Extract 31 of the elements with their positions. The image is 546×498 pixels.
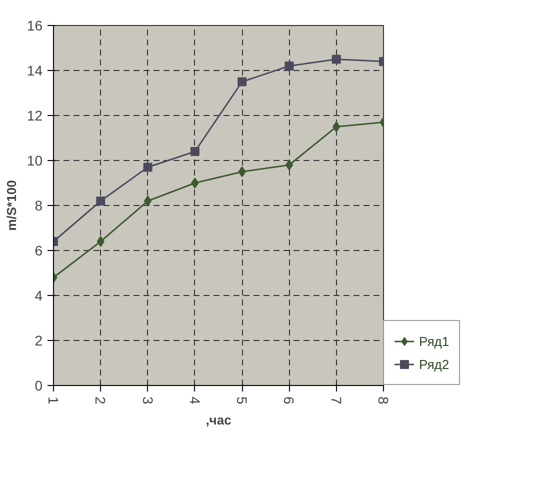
y-tick-label: 14 bbox=[26, 62, 43, 78]
x-tick-label: 8 bbox=[376, 396, 392, 404]
x-tick-label: 4 bbox=[186, 396, 203, 404]
x-tick-label: 3 bbox=[140, 396, 156, 404]
x-tick-label: 2 bbox=[92, 396, 109, 404]
legend-label: Ряд1 bbox=[419, 334, 450, 348]
y-tick-label: 0 bbox=[34, 378, 43, 394]
point bbox=[285, 160, 294, 170]
point bbox=[144, 196, 152, 206]
y-tick-label: 6 bbox=[34, 242, 43, 258]
point bbox=[284, 62, 294, 70]
y-tick-label: 8 bbox=[34, 198, 43, 214]
x-tick-label: 7 bbox=[328, 396, 344, 404]
point bbox=[190, 147, 200, 156]
y-tick-label: 4 bbox=[34, 288, 43, 304]
point bbox=[332, 54, 341, 64]
point bbox=[191, 178, 199, 188]
x-tick-label: 5 bbox=[234, 396, 250, 404]
y-tick-label: 2 bbox=[34, 332, 43, 348]
y-axis-title: m/S*100 bbox=[4, 180, 19, 231]
x-axis-title: ,час bbox=[206, 412, 232, 428]
point bbox=[143, 162, 152, 172]
point bbox=[238, 77, 247, 86]
point bbox=[96, 236, 104, 247]
y-tick-label: 12 bbox=[26, 108, 43, 124]
y-tick-label: 10 bbox=[26, 152, 43, 168]
point bbox=[96, 196, 106, 206]
legend-label: Ряд2 bbox=[419, 356, 450, 372]
x-tick-label: 1 bbox=[46, 396, 62, 404]
y-tick-label: 16 bbox=[26, 18, 43, 34]
x-tick-label: 6 bbox=[281, 396, 298, 404]
